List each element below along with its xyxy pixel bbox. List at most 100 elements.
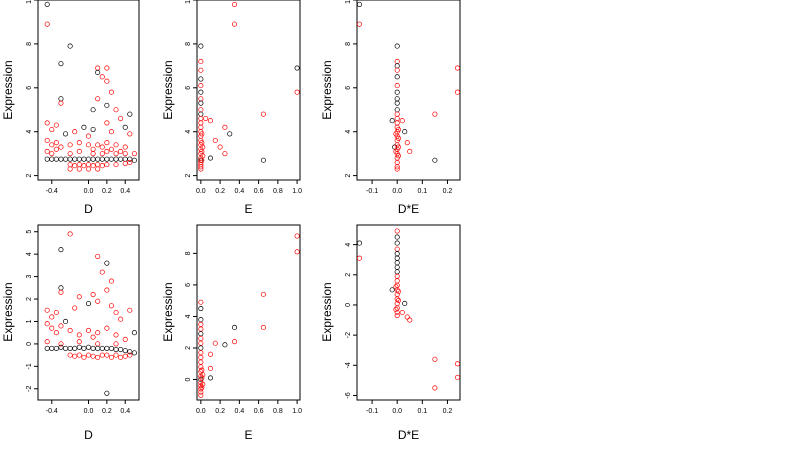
data-point	[122, 336, 128, 342]
data-point	[62, 318, 69, 325]
data-point	[90, 126, 96, 133]
data-point	[108, 129, 115, 135]
data-point	[108, 345, 115, 351]
data-point	[198, 345, 204, 351]
data-point	[212, 137, 218, 144]
x-tick-label: 0.1	[417, 188, 427, 195]
y-tick-label: -6	[345, 392, 352, 398]
panel-4: Expression D -0.4 0.0 0.2 0.4 -2 -1 0 1 2 3 4 5	[1, 224, 140, 442]
data-point	[62, 156, 69, 162]
data-point	[198, 354, 204, 360]
y-tick-label: 2	[185, 174, 192, 178]
y-tick-label: 8	[185, 251, 192, 255]
data-point	[198, 115, 204, 122]
data-point	[198, 326, 204, 332]
data-point	[81, 124, 87, 130]
data-point	[294, 233, 300, 239]
data-point	[231, 339, 238, 345]
data-point	[67, 162, 73, 168]
data-point	[200, 381, 206, 387]
data-point	[76, 166, 82, 172]
plot-frame	[196, 224, 301, 401]
data-point	[99, 269, 105, 275]
x-tick-label: -0.4	[46, 188, 58, 195]
data-point	[99, 352, 105, 358]
data-point	[67, 231, 73, 237]
data-point	[394, 251, 400, 257]
data-point	[200, 144, 206, 150]
data-point	[104, 390, 110, 396]
data-point	[198, 331, 204, 337]
y-tick-label: 2	[345, 174, 352, 178]
data-point	[394, 273, 400, 279]
data-point	[53, 122, 59, 128]
data-point	[198, 321, 204, 327]
data-point	[122, 144, 128, 150]
data-point	[122, 353, 128, 359]
x-tick-label: 0.8	[273, 188, 283, 195]
y-tick-label: 0	[26, 342, 33, 346]
y-tick-label: 2	[26, 174, 33, 178]
data-point	[394, 234, 400, 240]
data-point	[67, 345, 73, 351]
x-tick-label: 0.6	[254, 408, 264, 415]
data-point	[85, 156, 92, 162]
x-axis-label: D	[84, 202, 93, 216]
data-point	[122, 348, 128, 354]
data-point	[389, 287, 395, 293]
data-point	[294, 249, 300, 255]
data-point	[104, 156, 110, 162]
data-point	[394, 120, 400, 126]
data-point	[231, 324, 238, 331]
data-point	[118, 346, 124, 353]
data-point	[122, 160, 128, 167]
data-point	[72, 163, 78, 169]
data-point	[356, 1, 363, 7]
data-point	[454, 374, 461, 380]
data-point	[394, 74, 400, 80]
x-tick-label: 0.2	[443, 408, 453, 415]
data-point	[58, 61, 64, 67]
data-point	[108, 156, 115, 162]
x-tick-label: 0.2	[102, 408, 112, 415]
data-point	[72, 156, 78, 162]
data-point	[395, 135, 402, 141]
y-axis-label: Expression	[320, 60, 334, 119]
data-point	[198, 43, 204, 49]
data-point	[90, 156, 96, 162]
data-point	[394, 260, 400, 266]
data-point	[90, 151, 96, 157]
data-point	[44, 21, 50, 27]
data-point	[198, 335, 204, 342]
x-tick-label: 0.4	[234, 188, 244, 195]
y-tick-label: 10	[185, 0, 192, 4]
plot-frame	[37, 224, 140, 401]
y-tick-label: 5	[26, 230, 33, 234]
data-point	[198, 166, 204, 172]
data-point	[108, 89, 115, 95]
data-point	[58, 96, 64, 102]
data-point	[113, 151, 119, 157]
panel-2: Expression E 0.0 0.2 0.4 0.6 0.8 1.0 2 4 6 8 10	[161, 0, 302, 216]
x-tick-label: -0.1	[366, 408, 378, 415]
data-point	[72, 353, 78, 359]
data-point	[44, 321, 50, 327]
data-point	[404, 140, 410, 146]
data-point	[67, 151, 73, 157]
data-point	[108, 278, 115, 284]
data-point	[99, 345, 105, 351]
data-point	[394, 67, 400, 73]
data-point	[49, 325, 55, 331]
y-tick-label: 2	[345, 273, 352, 277]
data-point	[198, 359, 204, 365]
data-point	[394, 166, 400, 172]
data-point	[58, 289, 64, 295]
data-point	[85, 142, 92, 148]
data-point	[44, 307, 50, 313]
plot-frame	[196, 0, 301, 181]
data-point	[104, 102, 110, 108]
data-point	[407, 317, 413, 323]
data-point	[95, 341, 101, 347]
data-point	[44, 137, 50, 144]
y-tick-label: 10	[345, 0, 352, 4]
